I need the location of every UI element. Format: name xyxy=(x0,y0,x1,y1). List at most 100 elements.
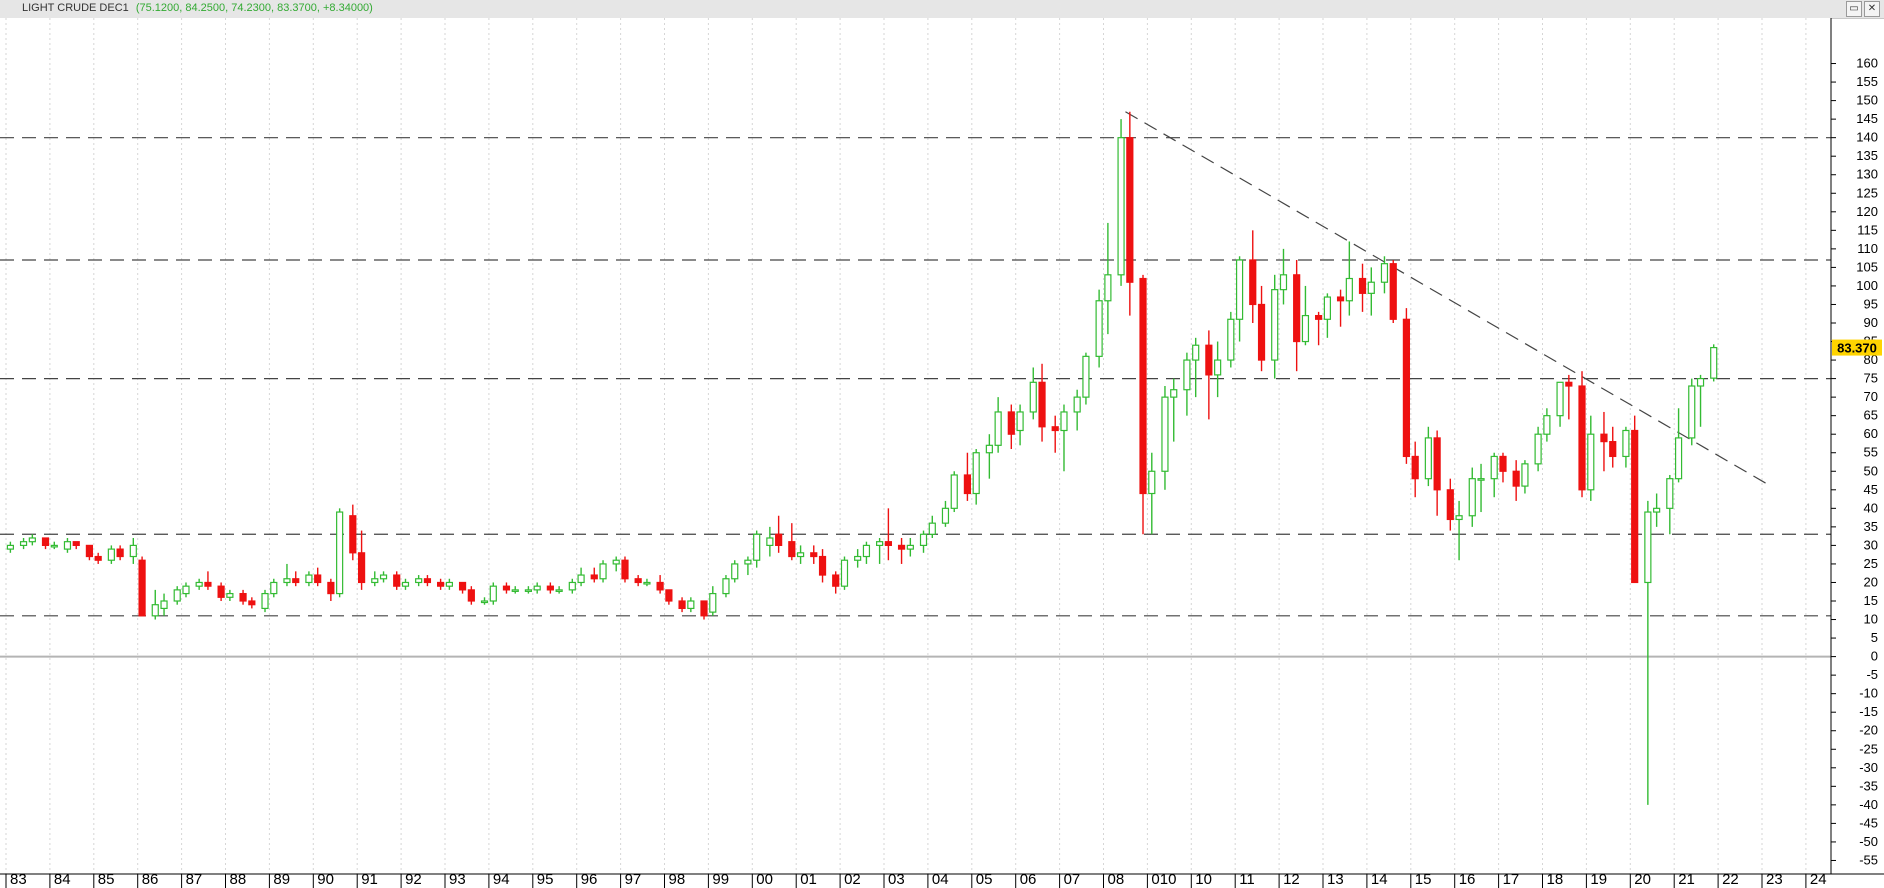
x-tick-label: 00 xyxy=(756,871,773,888)
candle-body xyxy=(678,600,686,610)
candle xyxy=(1183,352,1191,416)
ohlc-values: (75.1200, 84.2500, 74.2300, 83.3700, +8.… xyxy=(135,2,373,14)
candle xyxy=(709,586,717,616)
candle-body xyxy=(665,589,673,602)
candle xyxy=(533,582,541,594)
candle xyxy=(1161,386,1169,490)
candle xyxy=(1301,285,1310,346)
candle-body xyxy=(248,600,256,606)
candle xyxy=(270,578,278,598)
y-tick-label: 15 xyxy=(1864,593,1878,608)
candle xyxy=(1104,222,1112,335)
candle-body xyxy=(546,585,554,591)
candle-body xyxy=(489,585,497,602)
candle-body xyxy=(261,592,269,610)
candle xyxy=(371,571,379,587)
candle-body xyxy=(568,581,576,591)
candle xyxy=(1499,452,1507,483)
y-tick-label: 70 xyxy=(1864,389,1878,404)
y-tick-label: 75 xyxy=(1864,371,1878,386)
y-tick-label: 90 xyxy=(1864,315,1878,330)
candle-body xyxy=(19,541,28,547)
x-tick-label: 95 xyxy=(537,871,554,888)
candle-body xyxy=(590,574,598,580)
x-tick-label: 010 xyxy=(1151,871,1176,888)
candle-body xyxy=(1139,277,1147,495)
candle xyxy=(480,597,489,605)
candle xyxy=(182,582,190,598)
candle-body xyxy=(1411,455,1419,480)
candle xyxy=(862,541,871,564)
candle xyxy=(1565,374,1573,420)
candle-body xyxy=(173,589,181,602)
y-tick-label: 50 xyxy=(1864,463,1878,478)
candle-body xyxy=(50,544,58,548)
restore-icon: ▭ xyxy=(1849,3,1859,14)
candle xyxy=(283,563,291,587)
candle xyxy=(700,600,708,620)
candle xyxy=(788,523,796,561)
candle xyxy=(1477,463,1485,513)
x-tick-label: 23 xyxy=(1766,871,1783,888)
candle-body xyxy=(1183,359,1191,391)
candle xyxy=(1411,441,1419,498)
candle-body xyxy=(1424,437,1432,480)
x-tick-label: 84 xyxy=(54,871,71,888)
candle xyxy=(511,586,519,594)
candle xyxy=(972,449,980,505)
candle xyxy=(1293,259,1301,372)
candle-body xyxy=(862,544,871,558)
candle xyxy=(1490,452,1498,498)
candle xyxy=(1578,371,1586,498)
candle-body xyxy=(1345,277,1353,302)
candle-body xyxy=(1323,296,1331,320)
candle xyxy=(832,571,840,594)
candle-body xyxy=(371,578,379,584)
candle xyxy=(1666,474,1674,535)
candle-body xyxy=(928,522,936,535)
candle xyxy=(6,541,14,553)
candle xyxy=(810,545,818,564)
x-tick-label: 90 xyxy=(317,871,334,888)
candle-body xyxy=(349,515,357,554)
candle-body xyxy=(533,585,541,591)
candle xyxy=(1600,411,1608,472)
candle xyxy=(1345,241,1353,316)
candle xyxy=(204,571,212,590)
candle xyxy=(1358,263,1367,312)
candle-body xyxy=(1688,385,1696,439)
candle-body xyxy=(1126,137,1134,283)
restore-window-button[interactable]: ▭ xyxy=(1846,1,1862,17)
candle-body xyxy=(1051,426,1059,432)
candle xyxy=(1336,289,1345,327)
candle xyxy=(1424,426,1432,487)
candle-body xyxy=(1666,478,1674,509)
candle xyxy=(906,537,914,557)
candlestick-chart[interactable]: 1601551501451401351301251201151101051009… xyxy=(0,18,1884,888)
candle-body xyxy=(753,533,761,561)
candle-body xyxy=(621,559,629,580)
candle-body xyxy=(972,452,980,495)
candle-body xyxy=(1038,381,1046,428)
candle-body xyxy=(1104,274,1112,302)
x-tick-label: 98 xyxy=(669,871,686,888)
x-tick-label: 16 xyxy=(1459,871,1476,888)
candle xyxy=(1205,330,1213,420)
candle-body xyxy=(854,555,862,561)
y-tick-label: -45 xyxy=(1859,815,1878,830)
candle xyxy=(1433,430,1441,516)
x-tick-label: 97 xyxy=(625,871,642,888)
candle xyxy=(239,589,247,605)
candle-body xyxy=(217,585,225,598)
candle xyxy=(1609,426,1617,468)
candle-body xyxy=(1336,296,1345,302)
candle xyxy=(643,578,651,587)
candle xyxy=(621,556,629,583)
candle-body xyxy=(709,592,717,613)
candle xyxy=(1148,452,1156,535)
candle-body xyxy=(963,474,972,495)
candle xyxy=(577,567,585,587)
candle xyxy=(41,537,50,550)
y-tick-label: 10 xyxy=(1864,612,1878,627)
close-window-button[interactable]: ✕ xyxy=(1864,1,1880,17)
